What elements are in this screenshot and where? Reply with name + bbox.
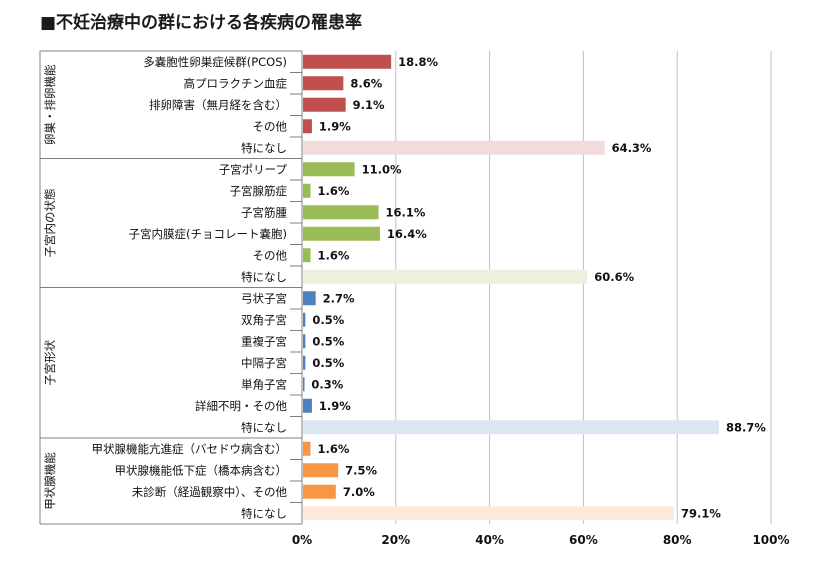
- x-tick-label: 40%: [475, 533, 504, 547]
- group-label: 子宮形状: [43, 339, 57, 385]
- x-tick-label: 0%: [292, 533, 312, 547]
- group-label: 子宮内の状態: [43, 189, 57, 258]
- bar: [303, 226, 380, 241]
- bar: [303, 183, 311, 198]
- data-label: 7.5%: [345, 463, 377, 477]
- category-label: 単角子宮: [241, 377, 287, 391]
- data-label: 8.6%: [350, 76, 382, 90]
- bar: [303, 76, 344, 91]
- data-label: 11.0%: [362, 162, 402, 176]
- bar: [303, 54, 392, 69]
- data-label: 88.7%: [726, 420, 766, 434]
- data-label: 1.6%: [318, 248, 350, 262]
- category-label: 特になし: [241, 420, 287, 434]
- bar: [303, 312, 306, 327]
- data-label: 0.5%: [312, 356, 344, 370]
- bar: [303, 463, 339, 478]
- category-label: 重複子宮: [241, 334, 287, 348]
- category-label: 子宮ポリープ: [219, 162, 288, 176]
- bar: [303, 291, 316, 306]
- data-label: 1.9%: [319, 399, 351, 413]
- category-label: 中隔子宮: [241, 356, 287, 370]
- data-label: 0.5%: [312, 313, 344, 327]
- category-label: 甲状腺機能低下症（橋本病含む）: [115, 463, 288, 477]
- x-tick-label: 100%: [752, 533, 789, 547]
- bar: [303, 377, 305, 392]
- bar: [303, 398, 312, 413]
- bar: [303, 97, 346, 112]
- category-label: 弓状子宮: [241, 291, 287, 305]
- category-label: 高プロラクチン血症: [184, 76, 288, 90]
- data-label: 1.6%: [318, 442, 350, 456]
- category-label: 子宮筋腫: [241, 205, 287, 219]
- data-label: 18.8%: [398, 55, 438, 69]
- data-label: 1.9%: [319, 119, 351, 133]
- group-label: 甲状腺機能: [43, 452, 57, 510]
- bar: [303, 248, 311, 263]
- category-label: 甲状腺機能亢進症（バセドウ病含む）: [92, 442, 288, 456]
- category-label: 多嚢胞性卵巣症候群(PCOS): [143, 55, 287, 69]
- data-label: 1.6%: [318, 184, 350, 198]
- x-tick-label: 80%: [663, 533, 692, 547]
- bar: [303, 162, 355, 177]
- data-label: 2.7%: [323, 291, 355, 305]
- x-tick-label: 20%: [381, 533, 410, 547]
- chart-title: ■不妊治療中の群における各疾病の罹患率: [40, 13, 363, 33]
- data-label: 60.6%: [594, 270, 634, 284]
- data-label: 9.1%: [353, 98, 385, 112]
- bar: [303, 506, 674, 521]
- category-label: その他: [253, 248, 288, 262]
- bar: [303, 205, 379, 220]
- data-label: 16.1%: [386, 205, 426, 219]
- bar: [303, 355, 306, 370]
- bar: [303, 484, 336, 499]
- category-label: 特になし: [241, 506, 287, 520]
- data-label: 79.1%: [681, 506, 721, 520]
- category-label: 双角子宮: [241, 313, 287, 327]
- category-label: 特になし: [241, 141, 287, 155]
- x-tick-label: 60%: [569, 533, 598, 547]
- bar: [303, 269, 588, 284]
- data-label: 7.0%: [343, 485, 375, 499]
- bar: [303, 119, 312, 134]
- category-label: 排卵障害（無月経を含む）: [149, 98, 287, 112]
- category-label: 子宮内膜症(チョコレート嚢胞): [129, 227, 287, 241]
- bar: [303, 441, 311, 456]
- bar: [303, 140, 605, 155]
- category-label: その他: [253, 119, 288, 133]
- bar: [303, 420, 720, 435]
- group-label: 卵巣・排卵機能: [43, 64, 57, 145]
- category-label: 子宮腺筋症: [230, 184, 288, 198]
- bar: [303, 334, 306, 349]
- category-label: 特になし: [241, 270, 287, 284]
- data-label: 0.5%: [312, 334, 344, 348]
- data-label: 64.3%: [612, 141, 652, 155]
- category-label: 詳細不明・その他: [195, 399, 287, 413]
- data-label: 0.3%: [311, 377, 343, 391]
- category-label: 未診断（経過観察中）、その他: [132, 485, 288, 499]
- data-label: 16.4%: [387, 227, 427, 241]
